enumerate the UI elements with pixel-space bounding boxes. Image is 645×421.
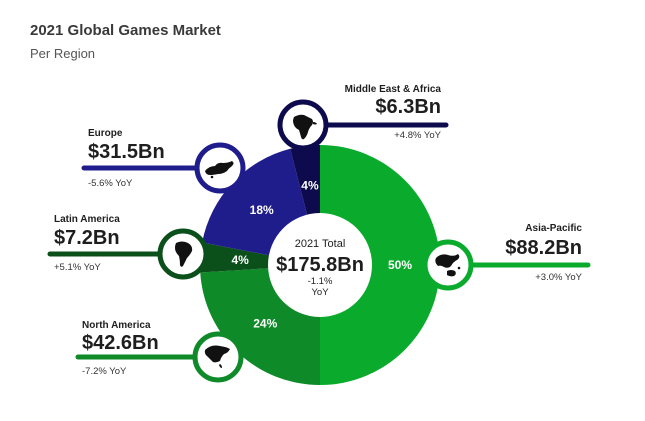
callout-europe: Europe $31.5Bn -5.6% YoY [81,128,246,194]
chart-title: 2021 Global Games Market [30,22,221,39]
pie-slice-asia-pacific [320,145,440,385]
yoy-europe: -5.6% YoY [88,178,133,189]
pie-percent-labels: 50% 24% 4% 18% 4% [231,179,412,331]
label-asia-pacific: Asia-Pacific [525,223,582,234]
callout-middle-east-africa: Middle East & Africa $6.3Bn +4.8% YoY [277,84,449,151]
center-total-yoy: -1.1% [308,276,333,287]
value-europe: $31.5Bn [88,141,165,163]
south-america-map-icon [175,241,193,267]
callout-latin-america: Latin America $7.2Bn +5.1% YoY [47,214,209,280]
yoy-asia-pacific: +3.0% YoY [535,272,582,283]
callout-asia-pacific: Asia-Pacific $88.2Bn +3.0% YoY [422,223,591,291]
callout-north-america: North America $42.6Bn -7.2% YoY [75,320,244,383]
pie-percent-label-north-america: 24% [253,316,277,330]
label-middle-east-africa: Middle East & Africa [345,84,442,95]
yoy-north-america: -7.2% YoY [82,366,127,377]
asia-pacific-map-icon [435,254,461,277]
center-total-yoy-unit: YoY [311,287,329,298]
europe-map-icon [205,161,234,179]
pie-percent-label-europe: 18% [250,203,274,217]
center-total-title: 2021 Total [295,238,346,250]
center-disc [268,213,372,317]
pie-percent-label-middle-east-africa: 4% [301,179,319,193]
value-latin-america: $7.2Bn [54,227,120,249]
label-latin-america: Latin America [54,214,120,225]
yoy-latin-america: +5.1% YoY [54,262,101,273]
yoy-middle-east-africa: +4.8% YoY [394,130,441,141]
label-north-america: North America [82,320,151,331]
value-asia-pacific: $88.2Bn [505,237,582,259]
value-middle-east-africa: $6.3Bn [375,96,441,118]
chart-subtitle: Per Region [30,46,96,61]
north-america-map-icon [204,345,230,368]
value-north-america: $42.6Bn [82,332,159,354]
label-europe: Europe [88,128,123,139]
africa-map-icon [293,114,317,140]
pie-percent-label-latin-america: 4% [231,253,249,267]
pie-percent-label-asia-pacific: 50% [388,258,412,272]
center-total-value: $175.8Bn [276,254,364,276]
